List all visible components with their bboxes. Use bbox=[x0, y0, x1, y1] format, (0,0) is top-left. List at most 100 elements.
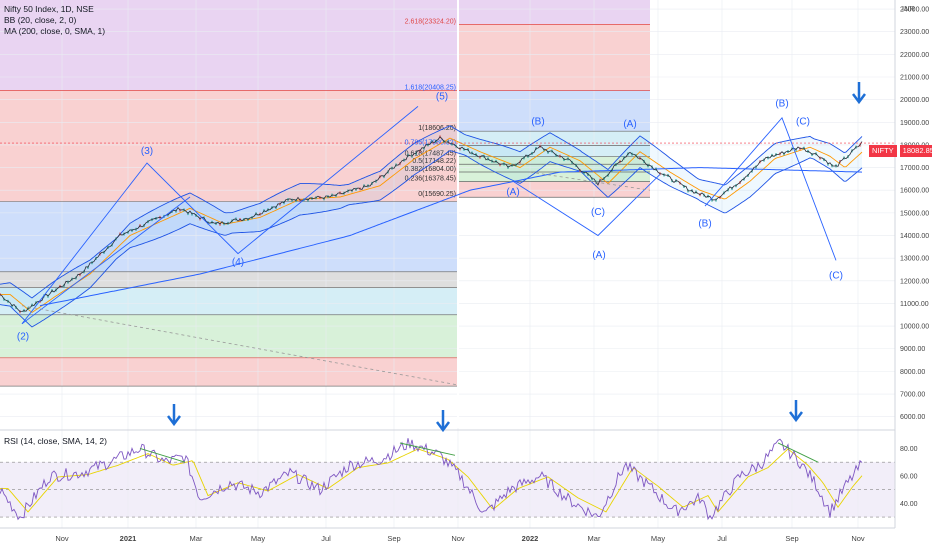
x-tick-label: Jul bbox=[717, 534, 727, 543]
x-tick-label: Mar bbox=[588, 534, 601, 543]
fib-zone bbox=[458, 90, 650, 132]
wave-label: (A) bbox=[592, 250, 605, 261]
fib-label: 1(18606.20) bbox=[418, 125, 456, 132]
x-tick-label: Jul bbox=[321, 534, 331, 543]
arrow-head bbox=[852, 93, 866, 105]
bb-lower bbox=[0, 150, 863, 328]
wave-label: (C) bbox=[829, 271, 843, 282]
fib-label: 2.618(23324.20) bbox=[405, 18, 456, 25]
background-layer bbox=[0, 0, 895, 518]
x-tick-label: Sep bbox=[387, 534, 400, 543]
x-tick-label: Sep bbox=[785, 534, 798, 543]
wave-path bbox=[21, 196, 191, 325]
wave-path bbox=[512, 174, 661, 237]
y-tick-label: 8000.00 bbox=[900, 369, 925, 376]
wave-drawings-layer: (2) (3) (4) (5) (A) (B) (C) (A) (A) (B) (B) (C) (C) bbox=[17, 92, 843, 386]
y-tick-label: 9000.00 bbox=[900, 346, 925, 353]
wave-label: (3) bbox=[141, 146, 153, 157]
x-tick-label: Nov bbox=[55, 534, 69, 543]
price-line bbox=[0, 136, 863, 313]
fib-label: 0(15690.25) bbox=[418, 191, 456, 198]
y-tick-label: 20000.00 bbox=[900, 97, 929, 104]
y-tick-label: 22000.00 bbox=[900, 52, 929, 59]
fib-zone bbox=[0, 357, 458, 387]
legend-ma: MA (200, close, 0, SMA, 1) bbox=[4, 26, 106, 36]
y-tick-label: 7000.00 bbox=[900, 392, 925, 399]
fib-label: 0.618(17487.45) bbox=[405, 151, 456, 158]
trend-line bbox=[529, 171, 651, 191]
rsi-legend: RSI (14, close, SMA, 14, 2) bbox=[4, 436, 107, 446]
down-arrow-icon bbox=[789, 400, 803, 423]
bb-basis bbox=[0, 137, 863, 314]
fib-zone bbox=[0, 287, 458, 315]
x-tick-label: Nov bbox=[451, 534, 465, 543]
y-tick-label: 19000.00 bbox=[900, 120, 929, 127]
wave-label: (5) bbox=[436, 92, 448, 103]
bb-fill bbox=[0, 125, 862, 327]
y-tick-label: 15000.00 bbox=[900, 210, 929, 217]
fib-zone bbox=[458, 24, 650, 91]
fib-zone bbox=[0, 0, 458, 91]
arrow-layer bbox=[167, 82, 866, 433]
y-tick-label: 11000.00 bbox=[900, 301, 929, 308]
currency-label: INR bbox=[902, 4, 915, 13]
wave-path bbox=[704, 116, 837, 261]
down-arrow-icon bbox=[167, 404, 181, 427]
arrow-head bbox=[436, 421, 450, 433]
down-arrow-icon bbox=[852, 82, 866, 105]
price-tag-value: 18082.85 bbox=[899, 145, 932, 157]
x-tick-label: May bbox=[251, 534, 265, 543]
arrow-head bbox=[167, 415, 181, 427]
wave-label: (A) bbox=[623, 119, 636, 130]
wave-path bbox=[21, 106, 419, 325]
fib-zone bbox=[0, 271, 458, 288]
fib-label: 0.236(16378.45) bbox=[405, 176, 456, 183]
arrow-head bbox=[789, 411, 803, 423]
rsi-tick-label: 40.00 bbox=[900, 501, 918, 508]
y-tick-label: 17000.00 bbox=[900, 165, 929, 172]
fib-zone bbox=[0, 314, 458, 358]
y-tick-label: 21000.00 bbox=[900, 74, 929, 81]
wave-label: (A) bbox=[506, 187, 519, 198]
y-tick-label: 14000.00 bbox=[900, 233, 929, 240]
last-price-tag: NIFTY 18082.85 bbox=[869, 145, 932, 157]
wave-label: (C) bbox=[796, 117, 810, 128]
wave-label: (4) bbox=[232, 257, 244, 268]
rsi-divergence-line bbox=[139, 447, 186, 463]
legend-title: Nifty 50 Index, 1D, NSE bbox=[4, 4, 94, 14]
wave-label: (B) bbox=[775, 98, 788, 109]
wave-label: (B) bbox=[531, 117, 544, 128]
fib-zone bbox=[458, 181, 650, 198]
fib-zone bbox=[0, 201, 458, 272]
fib-label: 0.382(16804.00) bbox=[405, 166, 456, 173]
rsi-tick-label: 60.00 bbox=[900, 473, 918, 480]
legend-bb: BB (20, close, 2, 0) bbox=[4, 15, 77, 25]
x-tick-label: May bbox=[651, 534, 665, 543]
y-tick-label: 12000.00 bbox=[900, 278, 929, 285]
x-tick-label: 2021 bbox=[120, 534, 137, 543]
rsi-divergence-line bbox=[399, 442, 456, 456]
fib-zone bbox=[0, 90, 458, 202]
fib-zone bbox=[458, 0, 650, 25]
y-tick-label: 6000.00 bbox=[900, 414, 925, 421]
fib-label: 0.786(17980.32) bbox=[405, 139, 456, 146]
x-tick-label: Mar bbox=[190, 534, 203, 543]
rsi-line bbox=[0, 438, 863, 521]
rsi-divergence-line bbox=[777, 442, 819, 463]
down-arrow-icon bbox=[436, 410, 450, 433]
chart-legend: Nifty 50 Index, 1D, NSE BB (20, close, 2… bbox=[4, 4, 105, 37]
series-layer bbox=[0, 125, 863, 521]
wave-label: (C) bbox=[591, 207, 605, 218]
fib-label: 1.618(20408.25) bbox=[405, 84, 456, 91]
wave-label: (2) bbox=[17, 332, 29, 343]
x-tick-label: Nov bbox=[851, 534, 865, 543]
y-tick-label: 10000.00 bbox=[900, 324, 929, 331]
rsi-tick-label: 80.00 bbox=[900, 446, 918, 453]
ma200-line bbox=[39, 167, 863, 307]
x-tick-label: 2022 bbox=[522, 534, 539, 543]
y-tick-label: 16000.00 bbox=[900, 188, 929, 195]
bb-upper bbox=[0, 125, 863, 299]
y-tick-label: 23000.00 bbox=[900, 29, 929, 36]
